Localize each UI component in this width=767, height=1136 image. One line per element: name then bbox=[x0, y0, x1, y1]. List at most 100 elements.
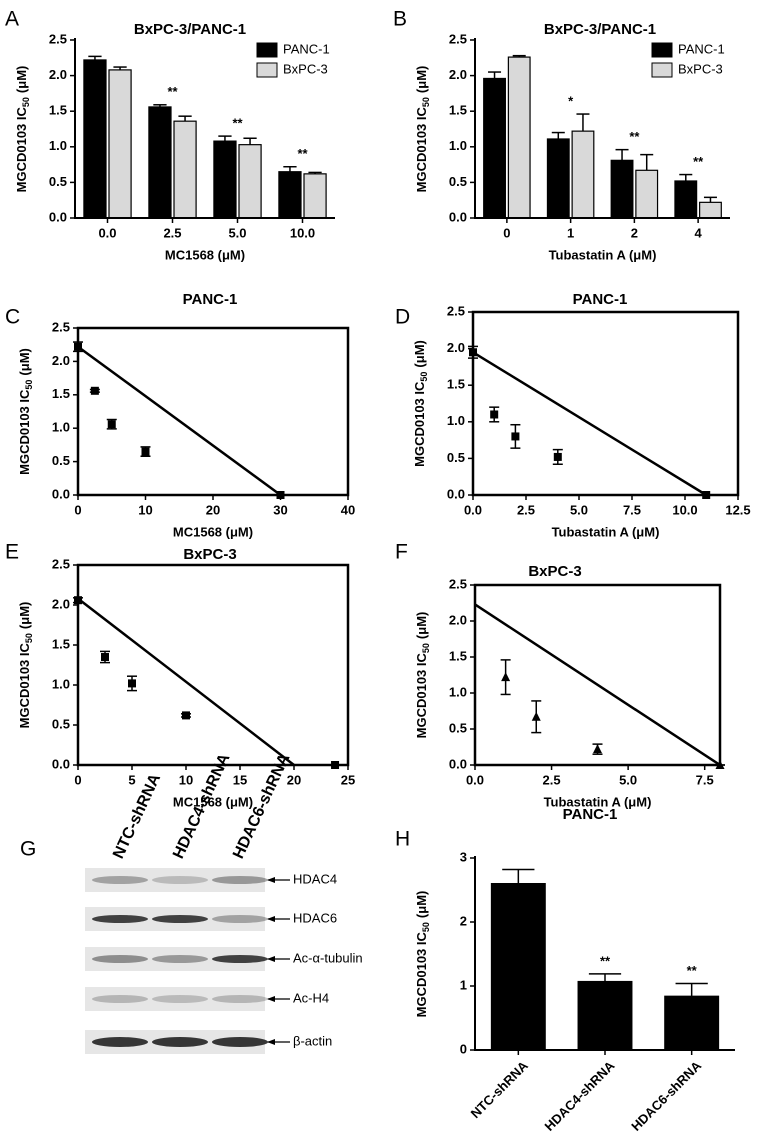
y-axis-label-part: (μM) bbox=[414, 66, 429, 93]
blot-strip bbox=[85, 987, 265, 1011]
y-axis-label-part: 50 bbox=[419, 372, 429, 382]
x-tick-label: 12.5 bbox=[725, 502, 750, 517]
y-tick-label: 1.0 bbox=[449, 684, 467, 699]
bar bbox=[148, 106, 172, 219]
additivity-line bbox=[77, 597, 295, 766]
y-axis-label-part: (μM) bbox=[412, 340, 427, 367]
blot-band bbox=[152, 1037, 208, 1047]
point bbox=[511, 432, 520, 441]
chart-title: BxPC-3/PANC-1 bbox=[544, 21, 656, 38]
significance: ** bbox=[600, 953, 611, 968]
y-axis-label-part: (μM) bbox=[414, 612, 429, 639]
chart-title: BxPC-3 bbox=[183, 546, 236, 563]
band-label: Ac-α-tubulin bbox=[293, 950, 363, 965]
bar bbox=[213, 140, 237, 219]
y-axis-label-part: MGCD0103 IC bbox=[414, 106, 429, 192]
band-label: Ac-H4 bbox=[293, 990, 329, 1005]
y-axis-label: MGCD0103 IC50 (μM) bbox=[14, 66, 31, 193]
y-tick-label: 2.0 bbox=[52, 353, 70, 368]
y-axis-label: MGCD0103 IC50 (μM) bbox=[17, 602, 34, 729]
y-axis-label-part: MGCD0103 IC bbox=[14, 106, 29, 192]
blot-band bbox=[152, 955, 208, 963]
bar bbox=[303, 173, 327, 219]
y-tick-label: 1.5 bbox=[447, 377, 465, 392]
y-tick-label: 0.5 bbox=[52, 453, 70, 468]
significance: ** bbox=[629, 129, 640, 144]
arrow-head bbox=[267, 877, 275, 883]
y-tick-label: 2.0 bbox=[447, 340, 465, 355]
y-tick-label: 0.0 bbox=[49, 209, 67, 224]
point bbox=[469, 348, 477, 357]
arrow-head bbox=[267, 1039, 275, 1045]
legend-label: PANC-1 bbox=[283, 41, 330, 56]
bar bbox=[635, 169, 659, 219]
x-axis-label: MC1568 (μM) bbox=[165, 247, 245, 262]
point bbox=[74, 342, 82, 351]
y-tick-label: 2.0 bbox=[49, 67, 67, 82]
blot-band bbox=[92, 915, 148, 923]
y-tick-label: 1.5 bbox=[52, 386, 70, 401]
y-axis-label-part: 50 bbox=[421, 922, 431, 932]
y-tick-label: 0.0 bbox=[52, 756, 70, 771]
y-tick-label: 1.5 bbox=[49, 103, 67, 118]
x-tick-label: 20 bbox=[287, 772, 301, 787]
point bbox=[715, 760, 725, 769]
x-tick-label: 0 bbox=[503, 225, 510, 240]
y-axis-label-part: 50 bbox=[21, 97, 31, 107]
legend-label: BxPC-3 bbox=[283, 61, 328, 76]
x-tick-label: 5.0 bbox=[619, 772, 637, 787]
y-axis-label-part: MGCD0103 IC bbox=[17, 389, 32, 475]
x-axis-label: Tubastatin A (μM) bbox=[552, 524, 660, 539]
y-tick-label: 1.0 bbox=[52, 676, 70, 691]
bar bbox=[490, 882, 546, 1051]
legend-swatch bbox=[651, 42, 673, 58]
bar bbox=[83, 59, 107, 219]
y-axis-label-part: MGCD0103 IC bbox=[414, 931, 429, 1017]
point bbox=[101, 653, 109, 661]
axes bbox=[74, 38, 335, 219]
y-tick-label: 0.5 bbox=[447, 450, 465, 465]
x-tick-label: 10.0 bbox=[672, 502, 697, 517]
plot-frame bbox=[76, 563, 350, 767]
band-label: HDAC4 bbox=[293, 871, 337, 886]
y-tick-label: 0.0 bbox=[449, 756, 467, 771]
panel-letter: B bbox=[393, 8, 407, 31]
x-tick-label: 2.5 bbox=[163, 225, 181, 240]
additivity-line bbox=[472, 351, 707, 497]
blot-band bbox=[212, 995, 268, 1003]
x-tick-label: 7.5 bbox=[696, 772, 714, 787]
plot-frame bbox=[76, 326, 350, 497]
y-axis-label-part: MGCD0103 IC bbox=[412, 381, 427, 467]
point bbox=[141, 447, 150, 456]
point bbox=[553, 452, 562, 461]
y-tick-label: 2.0 bbox=[52, 596, 70, 611]
y-tick-label: 2.0 bbox=[449, 67, 467, 82]
y-axis-label-part: (μM) bbox=[17, 348, 32, 375]
band-label: β-actin bbox=[293, 1033, 332, 1048]
blot-band bbox=[152, 995, 208, 1003]
blot-band bbox=[212, 876, 268, 884]
x-tick-label: 10.0 bbox=[290, 225, 315, 240]
x-tick-label: 1 bbox=[567, 225, 574, 240]
x-tick-label: 5.0 bbox=[570, 502, 588, 517]
x-tick-label: 10 bbox=[138, 502, 152, 517]
significance: ** bbox=[167, 84, 178, 99]
y-axis-label-part: 50 bbox=[24, 633, 34, 643]
y-tick-label: 1.0 bbox=[52, 420, 70, 435]
point bbox=[702, 491, 711, 499]
point bbox=[107, 420, 116, 429]
y-axis-label-part: (μM) bbox=[17, 602, 32, 629]
x-tick-label: 0.0 bbox=[98, 225, 116, 240]
point bbox=[90, 386, 99, 395]
x-tick-label: 0 bbox=[74, 502, 81, 517]
significance: ** bbox=[687, 963, 698, 978]
legend-label: PANC-1 bbox=[678, 41, 725, 56]
y-axis-label-part: MGCD0103 IC bbox=[17, 642, 32, 728]
band-label: HDAC6 bbox=[293, 910, 337, 925]
point bbox=[490, 410, 499, 419]
y-tick-label: 3 bbox=[460, 849, 467, 864]
chart-title: PANC-1 bbox=[563, 806, 618, 823]
panel-letter: A bbox=[5, 8, 19, 31]
bar bbox=[571, 130, 595, 219]
